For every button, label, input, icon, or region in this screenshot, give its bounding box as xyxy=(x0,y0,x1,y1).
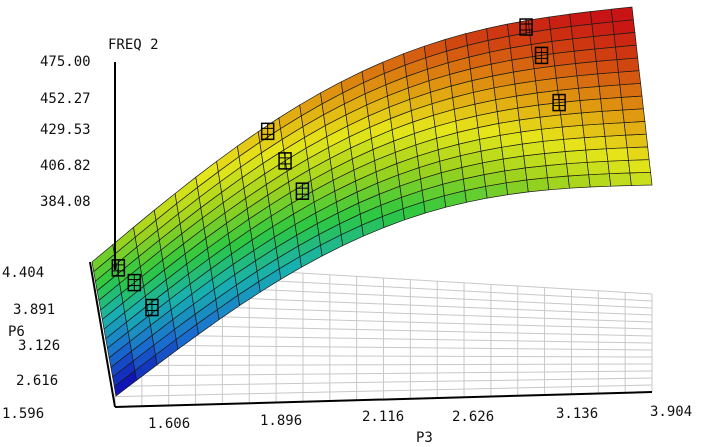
data-point-marker xyxy=(260,122,275,141)
surface-patch xyxy=(557,87,581,103)
data-point-marker xyxy=(111,259,126,277)
floor-grid-line xyxy=(114,377,653,387)
x-tick-label: 1.896 xyxy=(260,413,302,429)
surface-patch xyxy=(603,122,626,137)
surface-patch xyxy=(558,100,582,116)
surface-patch xyxy=(575,61,599,77)
surface-patch xyxy=(604,134,628,150)
y-axis-label: P6 xyxy=(8,324,25,340)
z-tick-label: 452.27 xyxy=(40,91,91,107)
tick-labels: 475.00 452.27 429.53 406.82 384.08 4.404 3.891… xyxy=(2,54,692,432)
data-point-marker xyxy=(278,152,292,170)
surface-patch xyxy=(583,135,607,151)
floor-grid-line xyxy=(114,344,653,351)
data-point-marker xyxy=(127,273,142,292)
z-axis-label: FREQ 2 xyxy=(108,37,159,53)
surface-patch xyxy=(615,44,639,60)
surface-patch xyxy=(564,149,588,165)
surface-patch xyxy=(628,159,651,174)
surface-patch xyxy=(598,84,622,100)
surface-patch xyxy=(623,121,647,136)
surface-patch xyxy=(595,59,619,75)
y-axis-line xyxy=(89,261,116,408)
surface-patch xyxy=(569,11,593,27)
data-point-marker xyxy=(519,18,533,36)
surface-patch xyxy=(591,21,615,37)
surface-patch xyxy=(578,86,601,101)
surface-patch xyxy=(612,19,636,35)
surface-patch xyxy=(548,13,572,30)
surface-patch xyxy=(597,71,621,87)
surface-patch xyxy=(561,124,585,140)
surface-patch xyxy=(542,138,566,154)
surface-patch xyxy=(588,173,612,188)
surface-patch xyxy=(620,95,644,111)
x-tick-label: 2.626 xyxy=(452,409,494,425)
surface-patch xyxy=(613,32,637,48)
surface-patch xyxy=(560,112,584,128)
surface-patch xyxy=(585,148,609,163)
surface-patch xyxy=(607,159,631,175)
y-tick-label: 2.616 xyxy=(16,373,58,389)
x-tick-label: 3.136 xyxy=(556,406,598,422)
surface-patch xyxy=(616,57,640,73)
floor-grid-line xyxy=(114,370,653,377)
x-tick-label: 2.116 xyxy=(362,409,404,425)
surface-patch xyxy=(619,82,643,98)
surface-patch xyxy=(606,147,629,162)
surface-patch xyxy=(563,137,587,152)
surface-patch xyxy=(582,123,606,138)
x-axis-label: P3 xyxy=(416,430,433,446)
surface-patch xyxy=(586,160,610,176)
floor-grid-line xyxy=(114,363,653,367)
z-tick-label: 475.00 xyxy=(40,54,91,70)
x-tick-label: 3.904 xyxy=(650,404,692,420)
y-tick-label: 4.404 xyxy=(2,265,44,281)
x-tick-label: 1.606 xyxy=(148,416,190,432)
surface-patch xyxy=(629,171,653,186)
response-surface xyxy=(91,6,653,397)
floor-grid-line xyxy=(114,384,653,398)
surface-patch xyxy=(600,97,624,112)
surface-patch xyxy=(593,34,616,50)
y-tick-label: 1.596 xyxy=(2,406,44,422)
surface-patch xyxy=(594,46,618,62)
floor-grid-line xyxy=(114,354,653,358)
y-tick-label: 3.891 xyxy=(13,302,55,318)
z-tick-label: 406.82 xyxy=(40,158,91,174)
surface-patch xyxy=(573,48,597,64)
surface-patch xyxy=(576,73,600,89)
surface-patch xyxy=(601,109,625,125)
surface-patch xyxy=(544,151,567,166)
surface-patch xyxy=(608,172,632,187)
data-point-marker xyxy=(145,298,159,317)
axes xyxy=(89,62,653,408)
z-tick-label: 429.53 xyxy=(40,122,91,138)
y-tick-label: 3.126 xyxy=(18,338,60,354)
data-point-marker xyxy=(295,182,310,200)
data-point-marker xyxy=(552,93,566,112)
data-point-marker xyxy=(534,46,549,65)
surface-patch xyxy=(545,163,569,179)
surface-patch xyxy=(590,8,614,25)
z-tick-label: 384.08 xyxy=(40,194,91,210)
surface-patch xyxy=(581,110,604,126)
surface-patch xyxy=(622,108,646,123)
surface-patch xyxy=(618,70,641,86)
surface-patch xyxy=(579,98,603,114)
x-axis-line xyxy=(114,391,653,408)
axis-labels: FREQ 2 P6 P3 xyxy=(8,37,433,446)
surface-patch xyxy=(610,6,634,23)
surface-patch xyxy=(567,174,591,189)
data-points xyxy=(111,18,566,317)
surface-patch xyxy=(626,146,650,161)
surface-patch xyxy=(547,175,570,191)
surface-patch xyxy=(625,133,649,149)
floor-grid-line xyxy=(114,334,653,344)
surface-patch xyxy=(566,161,590,177)
